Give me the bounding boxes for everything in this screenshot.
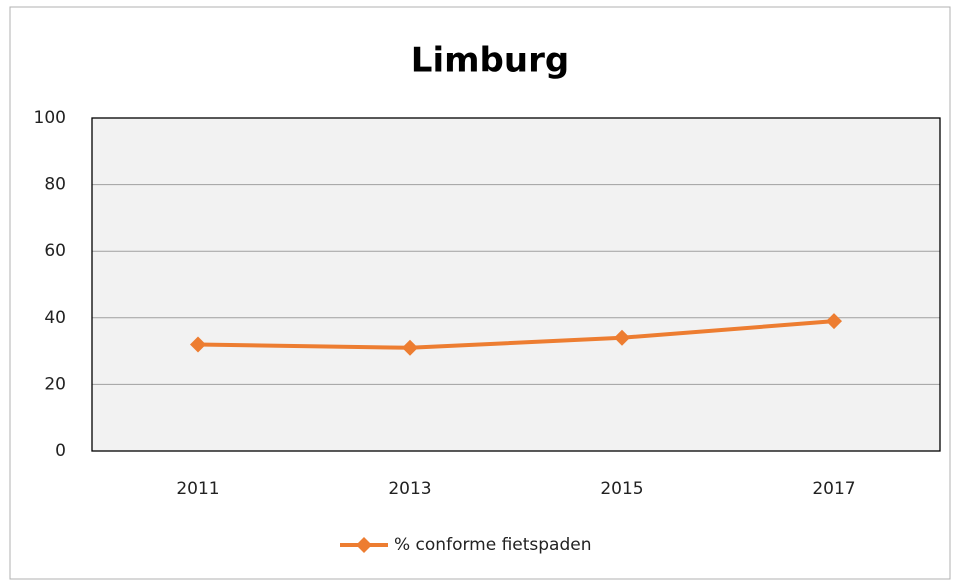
y-tick-label: 60 bbox=[44, 241, 66, 261]
data-point bbox=[402, 339, 418, 356]
plot-area bbox=[92, 118, 940, 451]
data-point bbox=[190, 336, 206, 353]
x-tick-label: 2017 bbox=[812, 479, 855, 499]
plot-border bbox=[91, 117, 941, 452]
y-tick-label: 20 bbox=[44, 374, 66, 394]
x-tick-label: 2013 bbox=[388, 479, 431, 499]
y-tick-label: 40 bbox=[44, 308, 66, 328]
x-tick-label: 2011 bbox=[176, 479, 219, 499]
x-tick-label: 2015 bbox=[600, 479, 643, 499]
chart-title: Limburg bbox=[411, 41, 569, 81]
y-tick-label: 80 bbox=[44, 175, 66, 195]
data-point bbox=[614, 329, 630, 346]
legend-label: % conforme fietspaden bbox=[394, 535, 592, 555]
y-tick-label: 0 bbox=[55, 441, 66, 461]
data-point bbox=[826, 313, 842, 330]
series-line bbox=[197, 319, 835, 350]
y-tick-label: 100 bbox=[34, 108, 66, 128]
legend-marker bbox=[356, 537, 372, 553]
